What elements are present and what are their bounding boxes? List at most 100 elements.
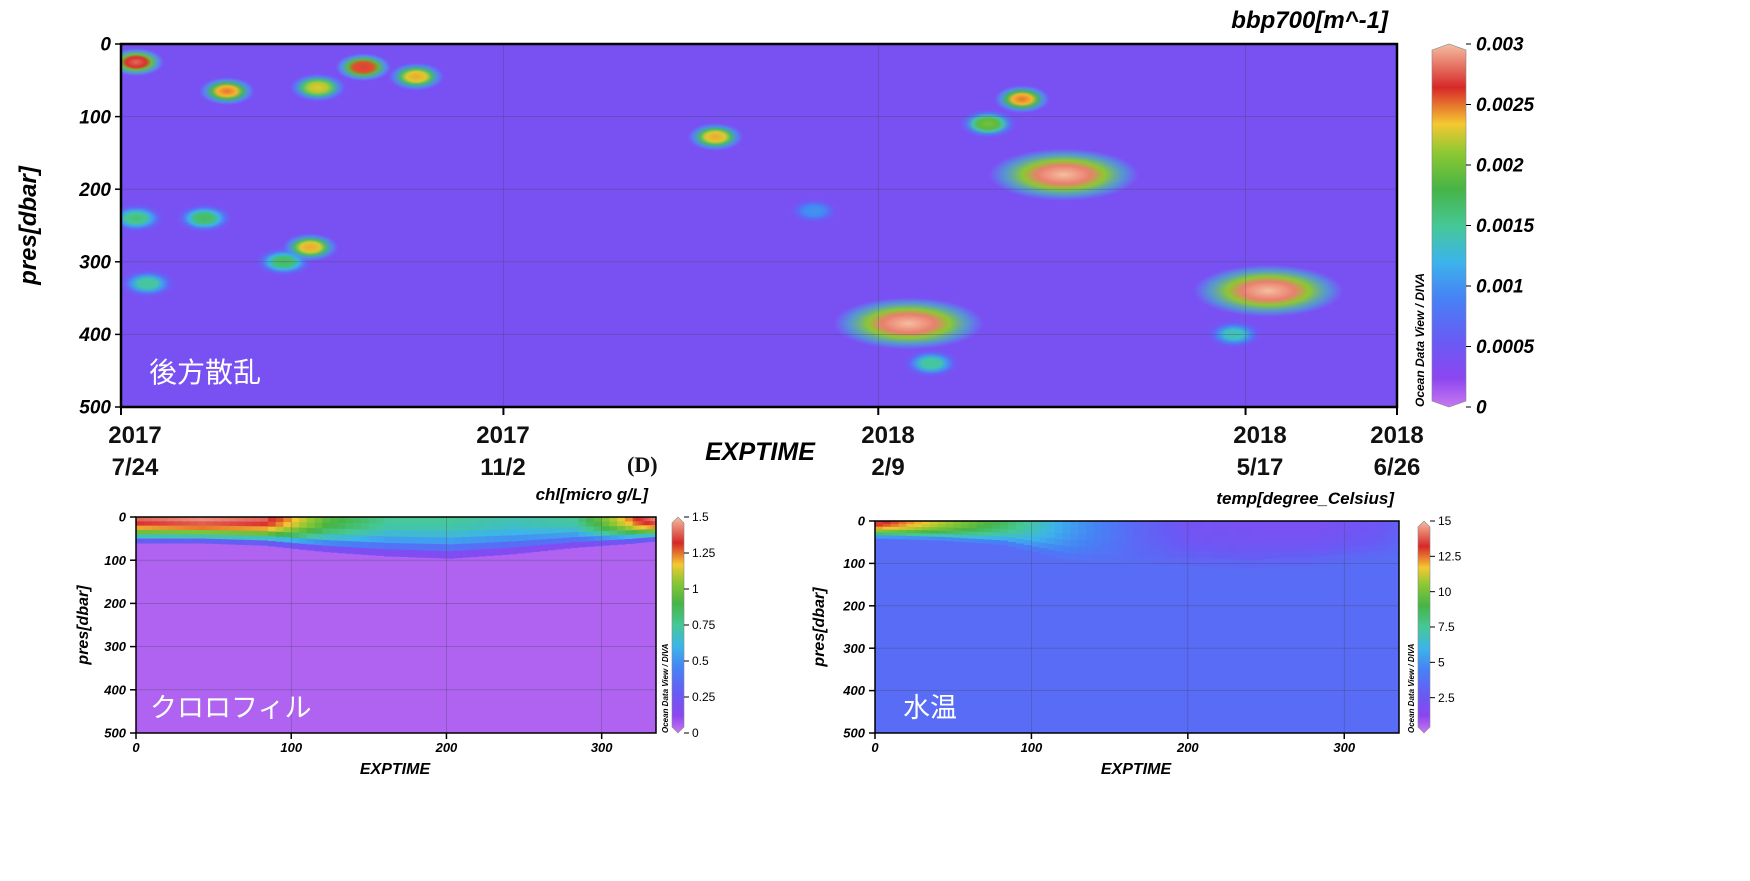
chl-cell — [384, 529, 393, 538]
bbp-ylabel: pres[dbar] — [15, 165, 42, 286]
chl-cell — [260, 535, 269, 541]
chl-cell — [430, 523, 440, 532]
temp-cell — [1109, 527, 1119, 536]
temp-cell — [1320, 527, 1330, 536]
chl-x-tick-label: 300 — [591, 740, 613, 755]
chl-cell — [524, 522, 533, 530]
temp-cell — [1140, 542, 1150, 551]
temp-cell — [953, 521, 962, 525]
chl-cell — [539, 533, 548, 540]
temp-cell — [890, 535, 900, 540]
temp-cell — [1117, 521, 1126, 529]
chl-cell — [298, 522, 308, 529]
temp-cell — [1078, 534, 1087, 542]
chl-cell — [562, 537, 572, 544]
temp-cell — [961, 538, 970, 543]
temp-cell — [1031, 526, 1040, 532]
chl-cell — [653, 517, 656, 522]
temp-cell — [1047, 526, 1056, 534]
temp-cell — [1180, 521, 1189, 529]
chl-cell — [392, 549, 401, 557]
chl-cell — [361, 541, 370, 549]
chl-cell — [461, 543, 471, 551]
chl-cell — [641, 525, 645, 531]
temp-cell — [1203, 528, 1212, 537]
temp-cell — [1023, 525, 1033, 532]
chl-cell — [136, 525, 145, 531]
chl-cell — [555, 543, 564, 550]
temp-cell — [1101, 541, 1111, 549]
chl-cell — [244, 539, 254, 546]
temp-cell — [1384, 521, 1388, 528]
chl-frame — [135, 516, 657, 734]
temp-cell — [1250, 552, 1259, 561]
chl-cell — [392, 530, 401, 538]
temp-cell — [1320, 541, 1330, 550]
chl-cell — [647, 525, 651, 530]
chl-cell — [353, 535, 362, 543]
temp-cell — [1381, 538, 1385, 546]
chl-cell — [438, 517, 448, 525]
bbp-panel: 0 100 200 300 400 500 pres[dbar] EXPTIME bbp700[… — [15, 7, 1535, 466]
temp-cell — [1375, 545, 1380, 552]
chl-cell — [586, 536, 595, 542]
chl-cell — [330, 546, 339, 553]
temp-cell — [1133, 542, 1142, 551]
temp-cell — [1226, 536, 1236, 545]
chl-cell — [516, 534, 525, 542]
temp-cell — [1039, 526, 1048, 533]
chl-cell — [547, 544, 556, 551]
temp-cell — [961, 534, 970, 539]
chl-cell — [562, 527, 572, 534]
chl-cell — [252, 517, 261, 523]
temp-cell — [984, 535, 993, 541]
temp-cell — [1352, 533, 1361, 541]
chl-cell — [644, 537, 648, 543]
temp-cell — [1344, 547, 1353, 555]
chl-cell — [531, 528, 541, 535]
temp-cell — [1396, 526, 1399, 533]
chl-cell — [136, 538, 145, 544]
temp-cell — [1047, 532, 1056, 539]
temp-cell — [1023, 530, 1033, 537]
chl-cell — [624, 521, 634, 527]
temp-cell — [1101, 548, 1111, 556]
temp-cell — [1344, 553, 1353, 561]
temp-cell — [1328, 527, 1338, 536]
chl-cell — [477, 523, 486, 531]
temp-cell — [1390, 544, 1394, 551]
chl-cell — [617, 521, 626, 527]
chl-watermark: Ocean Data View / DIVA — [661, 643, 670, 733]
chl-cell — [555, 517, 564, 523]
bbp-feature — [994, 85, 1051, 114]
temp-cell — [1281, 543, 1291, 552]
chl-cell — [430, 530, 440, 538]
chl-cell — [298, 543, 308, 550]
temp-cell — [906, 533, 915, 537]
chl-cell — [531, 534, 541, 541]
chl-cell — [337, 528, 347, 536]
temp-cell — [937, 530, 946, 535]
temp-cell — [929, 533, 939, 538]
temp-cell — [1328, 555, 1338, 563]
panel-label: (D) — [627, 452, 658, 477]
chl-cell — [547, 527, 556, 534]
chl-cell — [508, 529, 517, 536]
temp-cell — [921, 530, 931, 534]
chl-cell — [306, 527, 316, 535]
temp-cell — [1387, 532, 1391, 540]
temp-cell — [1015, 530, 1025, 536]
temp-cell — [914, 536, 923, 540]
temp-cell — [1242, 544, 1252, 553]
temp-cell — [1242, 521, 1252, 530]
chl-cell — [151, 538, 160, 544]
temp-cell — [1387, 538, 1391, 545]
chl-cell — [508, 547, 517, 555]
chl-cell — [415, 536, 424, 545]
bbp-feature — [988, 148, 1139, 201]
chl-cell — [555, 538, 564, 545]
temp-cell — [1266, 536, 1275, 545]
chl-cell — [314, 517, 323, 524]
temp-cell — [1226, 551, 1236, 560]
chl-cell — [617, 535, 626, 541]
